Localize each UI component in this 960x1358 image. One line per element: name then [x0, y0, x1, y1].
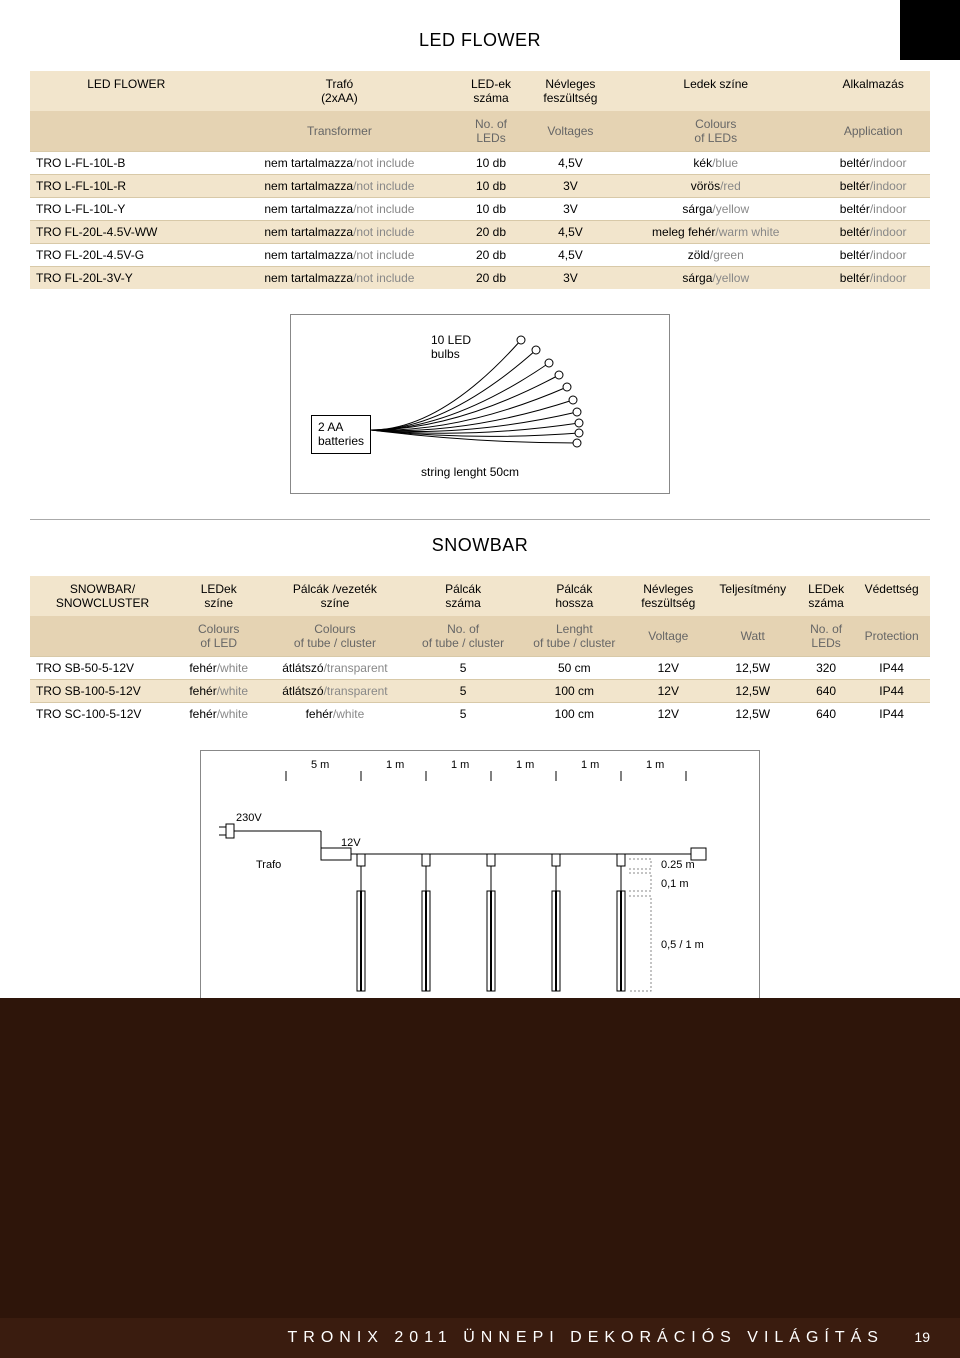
lf-h1-product: LED FLOWER — [30, 71, 222, 111]
table-row: TRO SC-100-5-12Vfehérwhitefehérwhite5100… — [30, 703, 930, 726]
sb-h1-0: SNOWBAR/SNOWCLUSTER — [30, 576, 175, 616]
ledflower-diagram: 2 AAbatteries 10 LEDbulbs string lenght … — [290, 314, 670, 494]
ledflower-table: LED FLOWER Trafó(2xAA) LED-ekszáma Névle… — [30, 71, 930, 289]
footer-text: TRONIX 2011 ÜNNEPI DEKORÁCIÓS VILÁGÍTÁS … — [0, 1318, 960, 1358]
snowbar-diagram: 5 m 1 m 1 m 1 m 1 m 1 m 230V 12V Trafo 0… — [200, 750, 760, 1040]
table-row: TRO L-FL-10L-Ynem tartalmazzanot include… — [30, 198, 930, 221]
svg-text:1 m: 1 m — [451, 759, 469, 771]
sb-h1-4: Pálcákhossza — [519, 576, 630, 616]
sb-h2-5: Voltage — [630, 616, 707, 657]
sb-h2-7: No. ofLEDs — [799, 616, 853, 657]
lf-h1-app: Alkalmazás — [816, 71, 930, 111]
lf-h1-leds: LED-ekszáma — [456, 71, 525, 111]
footer-band — [0, 998, 960, 1358]
svg-text:5 m: 5 m — [311, 759, 329, 771]
sb-h1-3: Pálcákszáma — [407, 576, 518, 616]
lf-h2-trafo: Transformer — [222, 111, 456, 152]
table-row: TRO FL-20L-3V-Ynem tartalmazzanot includ… — [30, 267, 930, 290]
svg-text:1 m: 1 m — [386, 759, 404, 771]
bulbs-label: 10 LEDbulbs — [431, 333, 471, 362]
lf-h1-voltage: Névlegesfeszültség — [526, 71, 616, 111]
lf-h2-colour: Coloursof LEDs — [615, 111, 816, 152]
table-row: TRO L-FL-10L-Rnem tartalmazzanot include… — [30, 175, 930, 198]
sb-h2-1: Coloursof LED — [175, 616, 262, 657]
page-tab — [900, 0, 960, 60]
sb-h1-2: Pálcák /vezetékszíne — [262, 576, 407, 616]
lf-h1-colour: Ledek színe — [615, 71, 816, 111]
svg-text:12V: 12V — [341, 837, 361, 849]
table-row: TRO FL-20L-4.5V-Gnem tartalmazzanot incl… — [30, 244, 930, 267]
lf-h2-voltage: Voltages — [526, 111, 616, 152]
page-number: 19 — [914, 1329, 930, 1345]
snowbar-title: SNOWBAR — [30, 535, 930, 556]
svg-text:1 m: 1 m — [581, 759, 599, 771]
sb-h1-5: Névlegesfeszültség — [630, 576, 707, 616]
svg-text:230V: 230V — [236, 812, 262, 824]
svg-text:0,5 / 1 m: 0,5 / 1 m — [661, 939, 704, 951]
sb-h2-6: Watt — [707, 616, 799, 657]
footer-title: TRONIX 2011 ÜNNEPI DEKORÁCIÓS VILÁGÍTÁS — [288, 1329, 884, 1346]
lf-h1-trafo: Trafó(2xAA) — [222, 71, 456, 111]
svg-text:Trafo: Trafo — [256, 859, 281, 871]
sb-h2-8: Protection — [853, 616, 930, 657]
section-divider — [30, 519, 930, 520]
svg-text:1 m: 1 m — [646, 759, 664, 771]
sb-h1-8: Védettség — [853, 576, 930, 616]
sb-h2-2: Coloursof tube / cluster — [262, 616, 407, 657]
svg-text:0,1 m: 0,1 m — [661, 878, 689, 890]
ledflower-title: LED FLOWER — [30, 30, 930, 51]
table-row: TRO L-FL-10L-Bnem tartalmazzanot include… — [30, 152, 930, 175]
lf-h2-leds: No. ofLEDs — [456, 111, 525, 152]
table-row: TRO SB-50-5-12Vfehérwhiteátlátszótranspa… — [30, 657, 930, 680]
sb-h1-6: Teljesítmény — [707, 576, 799, 616]
string-length-label: string lenght 50cm — [421, 465, 519, 479]
sb-h2-3: No. ofof tube / cluster — [407, 616, 518, 657]
svg-text:1 m: 1 m — [516, 759, 534, 771]
sb-h1-7: LEDekszáma — [799, 576, 853, 616]
svg-text:0.25 m: 0.25 m — [661, 859, 695, 871]
snowbar-table: SNOWBAR/SNOWCLUSTER LEDekszíne Pálcák /v… — [30, 576, 930, 725]
table-row: TRO FL-20L-4.5V-WWnem tartalmazzanot inc… — [30, 221, 930, 244]
lf-h2-app: Application — [816, 111, 930, 152]
sb-h1-1: LEDekszíne — [175, 576, 262, 616]
sb-h2-4: Lenghtof tube / cluster — [519, 616, 630, 657]
table-row: TRO SB-100-5-12Vfehérwhiteátlátszótransp… — [30, 680, 930, 703]
battery-label: 2 AAbatteries — [311, 415, 371, 454]
